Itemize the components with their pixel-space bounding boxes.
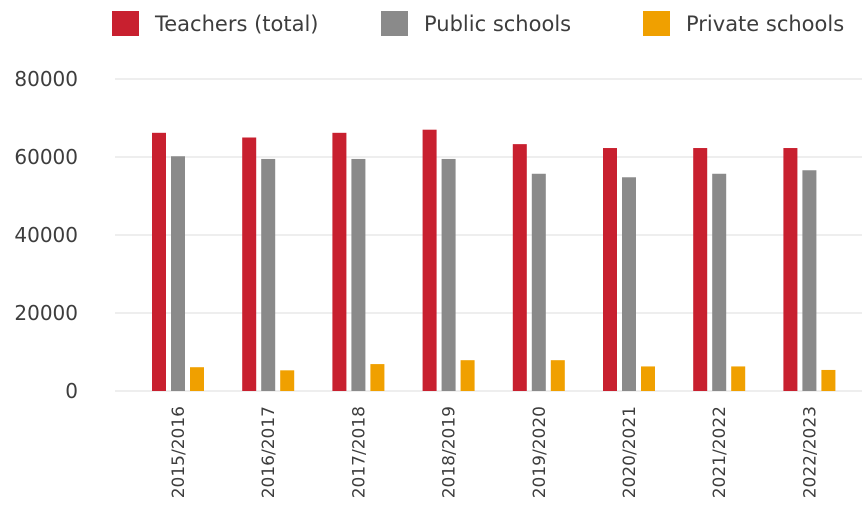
bar-teachers-total-2022-2023: [783, 148, 798, 391]
grid-lines: [115, 78, 862, 392]
bar-teachers-total-2020-2021: [603, 148, 617, 391]
y-tick-label: 0: [65, 379, 78, 403]
bar-private-schools-2021-2022: [731, 366, 746, 391]
bar-public-schools-2017-2018: [351, 158, 366, 391]
y-tick-label: 80000: [14, 67, 78, 91]
bar-public-schools-2019-2020: [531, 173, 546, 391]
bar-private-schools-2022-2023: [821, 369, 836, 391]
legend-label: Private schools: [686, 12, 844, 36]
bar-private-schools-2020-2021: [641, 366, 655, 391]
bars: [152, 129, 836, 391]
bar-public-schools-2018-2019: [441, 158, 456, 391]
bar-private-schools-2016-2017: [280, 370, 295, 391]
bar-private-schools-2019-2020: [550, 360, 565, 391]
y-tick-label: 20000: [14, 301, 78, 325]
bar-public-schools-2020-2021: [622, 177, 636, 391]
bar-private-schools-2017-2018: [370, 364, 385, 391]
y-axis-ticks: 0 20000 40000 60000 80000: [14, 67, 78, 403]
bar-private-schools-2015-2016: [190, 367, 204, 391]
bar-teachers-total-2016-2017: [242, 137, 257, 391]
bar-public-schools-2021-2022: [712, 173, 727, 391]
bar-teachers-total-2015-2016: [152, 132, 166, 391]
bar-public-schools-2022-2023: [802, 170, 817, 391]
bar-teachers-total-2021-2022: [693, 148, 708, 391]
x-category-label: 2016/2017: [259, 406, 279, 498]
legend-label: Public schools: [424, 12, 571, 36]
bar-public-schools-2015-2016: [171, 156, 185, 391]
bar-private-schools-2018-2019: [460, 360, 475, 391]
legend: Teachers (total) Public schools Private sc…: [112, 11, 844, 36]
legend-swatch: [381, 11, 408, 36]
y-tick-label: 60000: [14, 145, 78, 169]
bar-public-schools-2016-2017: [261, 158, 276, 391]
x-category-label: 2022/2023: [800, 406, 820, 498]
x-axis-categories: 2015/2016 2016/2017 2017/2018 2018/2019 2019…: [169, 406, 820, 498]
x-category-label: 2020/2021: [620, 406, 640, 498]
legend-label: Teachers (total): [154, 12, 318, 36]
y-tick-label: 40000: [14, 223, 78, 247]
x-category-label: 2018/2019: [440, 406, 460, 498]
x-category-label: 2015/2016: [169, 406, 189, 498]
legend-swatch: [643, 11, 670, 36]
x-category-label: 2019/2020: [530, 406, 550, 498]
x-category-label: 2021/2022: [710, 406, 730, 498]
bar-teachers-total-2018-2019: [422, 129, 437, 391]
bar-teachers-total-2019-2020: [512, 144, 527, 391]
bar-teachers-total-2017-2018: [332, 132, 347, 391]
x-category-label: 2017/2018: [349, 406, 369, 498]
legend-swatch: [112, 11, 139, 36]
